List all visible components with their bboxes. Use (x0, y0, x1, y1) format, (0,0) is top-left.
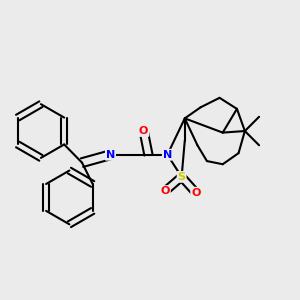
Text: N: N (163, 150, 172, 160)
Text: O: O (191, 188, 200, 198)
Text: O: O (160, 186, 170, 196)
Text: N: N (106, 150, 115, 160)
Text: O: O (139, 126, 148, 136)
Text: S: S (178, 172, 186, 182)
